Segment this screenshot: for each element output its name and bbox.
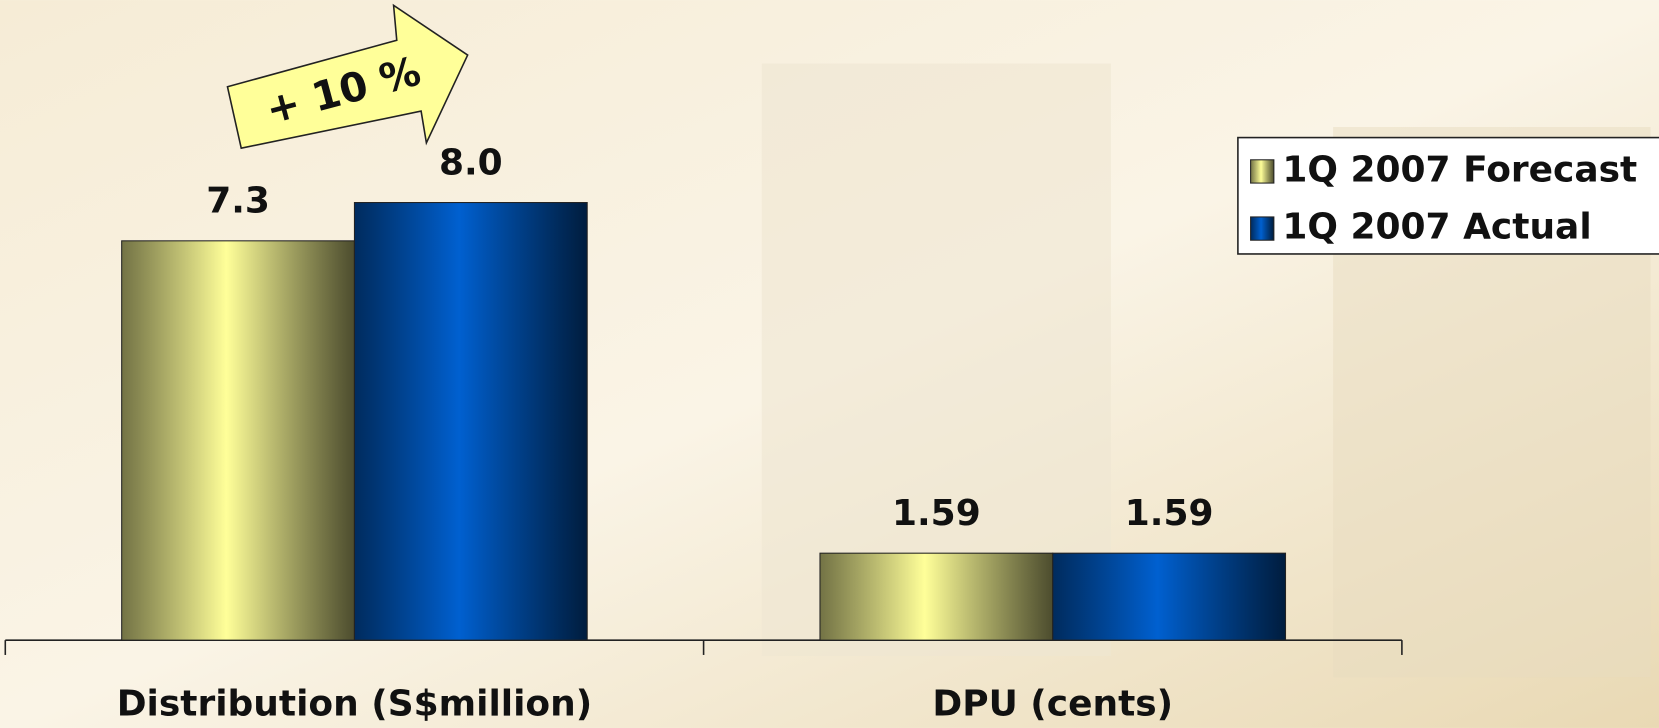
legend-swatch: [1250, 216, 1275, 241]
value-label: 8.0: [439, 142, 503, 183]
x-tick-label: DPU (cents): [932, 684, 1173, 725]
bar: [121, 240, 355, 641]
value-label: 7.3: [206, 181, 270, 222]
legend-label: 1Q 2007 Forecast: [1282, 149, 1637, 190]
bar: [1052, 552, 1287, 641]
value-label: 1.59: [1125, 493, 1214, 534]
value-label: 1.59: [892, 493, 981, 534]
arrow-annotation: + 10 %: [226, 3, 469, 150]
legend-swatch: [1250, 159, 1275, 184]
bar: [819, 552, 1054, 641]
arrow: [226, 3, 469, 150]
x-tick-label: Distribution (S$million): [117, 684, 593, 725]
bar: [353, 202, 588, 641]
legend-box: [1237, 136, 1659, 255]
legend-label: 1Q 2007 Actual: [1282, 207, 1591, 248]
